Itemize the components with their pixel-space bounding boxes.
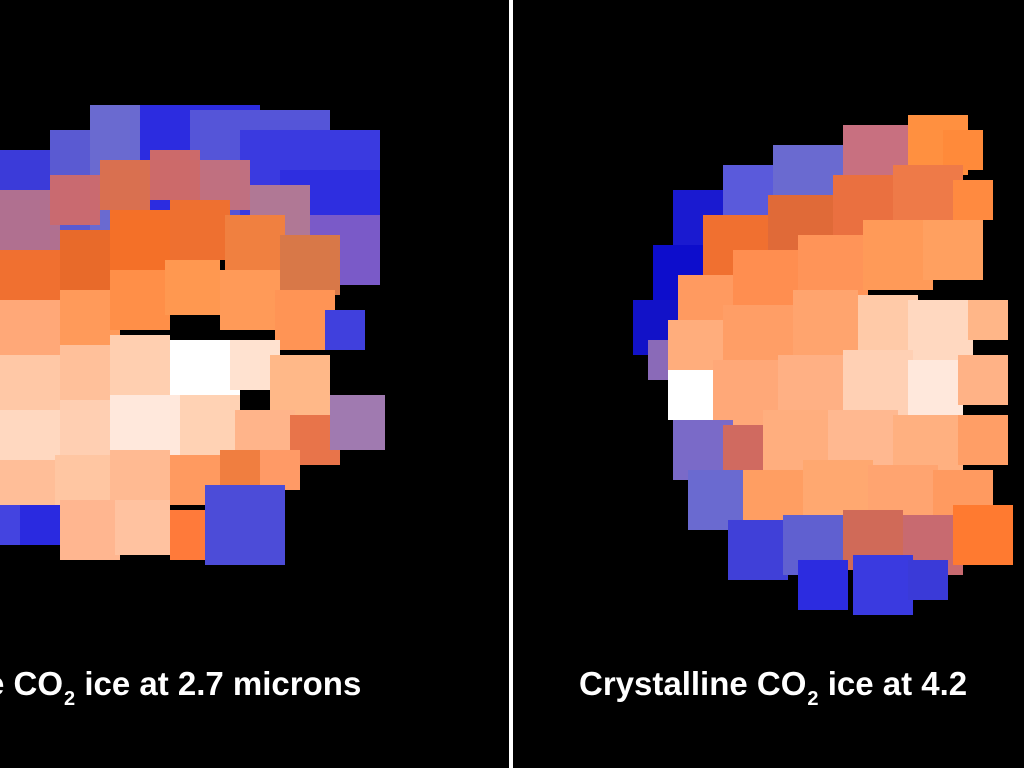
right-map-pixel-23 (908, 300, 973, 365)
left-map-pixel-36 (180, 395, 240, 455)
right-map-pixel-47 (798, 560, 848, 610)
left-map-pixel-47 (20, 505, 60, 545)
right-caption-pre: Crystalline CO (579, 665, 807, 702)
right-map-pixel-49 (908, 560, 948, 600)
left-caption-sub: 2 (64, 688, 76, 710)
right-map-pixel-24 (968, 300, 1008, 340)
left-image-panel: e CO2 ice at 2.7 microns (0, 0, 509, 768)
right-map-pixel-46 (953, 505, 1013, 565)
right-image-panel: Crystalline CO2 ice at 4.2 (513, 0, 1024, 768)
panel-divider (509, 0, 513, 768)
right-map-pixel-48 (853, 555, 913, 615)
left-map-pixel-10 (100, 160, 150, 210)
left-map-pixel-29 (110, 335, 170, 395)
left-map-pixel-26 (325, 310, 365, 350)
right-map-pixel-36 (958, 415, 1008, 465)
right-map-pixel-16 (863, 220, 933, 290)
left-map-pixel-48 (60, 500, 120, 560)
left-map-pixel-24 (220, 270, 280, 330)
left-map-pixel-23 (165, 260, 220, 315)
co2-ice-map-left (0, 105, 385, 565)
left-caption: e CO2 ice at 2.7 microns (0, 664, 362, 710)
right-map-pixel-28 (843, 350, 913, 420)
right-map-pixel-30 (958, 355, 1008, 405)
left-map-pixel-17 (170, 200, 230, 260)
left-map-pixel-11 (150, 150, 200, 200)
right-map-pixel-32 (723, 425, 768, 470)
right-map-pixel-11 (953, 180, 993, 220)
left-map-pixel-39 (330, 395, 385, 450)
left-map-pixel-51 (205, 485, 285, 565)
left-map-pixel-22 (110, 270, 170, 330)
left-map-pixel-19 (280, 235, 340, 295)
right-caption: Crystalline CO2 ice at 4.2 (579, 664, 968, 710)
co2-ice-map-right (633, 115, 1013, 615)
right-map-pixel-17 (923, 220, 983, 280)
right-map-pixel-21 (793, 290, 858, 355)
right-caption-post: ice at 4.2 (818, 665, 968, 702)
right-map-pixel-25 (668, 370, 718, 420)
right-map-pixel-29 (908, 360, 963, 415)
left-map-pixel-49 (115, 500, 170, 555)
left-caption-pre: e CO (0, 665, 64, 702)
right-map-pixel-42 (728, 520, 788, 580)
left-map-pixel-45 (260, 450, 300, 490)
left-caption-post: ice at 2.7 microns (75, 665, 362, 702)
right-caption-sub: 2 (807, 688, 819, 710)
left-map-pixel-32 (270, 355, 330, 415)
right-map-pixel-5 (943, 130, 983, 170)
left-map-pixel-16 (110, 210, 170, 270)
left-map-pixel-18 (225, 215, 285, 275)
left-map-pixel-27 (0, 355, 60, 415)
left-map-pixel-9 (50, 175, 100, 225)
